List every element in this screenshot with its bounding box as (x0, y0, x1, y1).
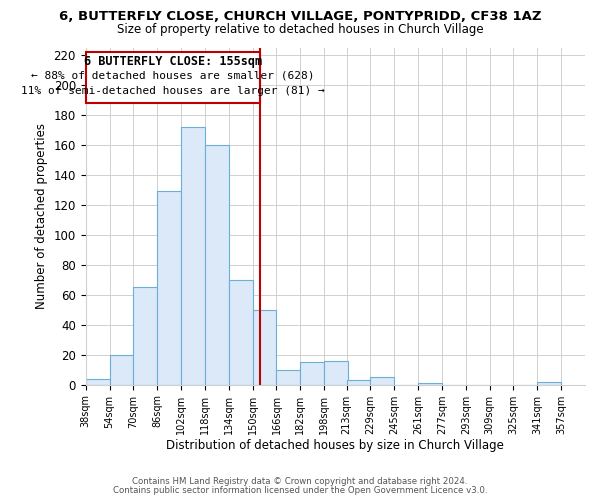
Text: Contains public sector information licensed under the Open Government Licence v3: Contains public sector information licen… (113, 486, 487, 495)
Bar (86, 378, 110, 384)
Text: 11% of semi-detached houses are larger (81) →: 11% of semi-detached houses are larger (… (21, 86, 325, 97)
Bar (301, 362, 324, 384)
Text: ← 88% of detached houses are smaller (628): ← 88% of detached houses are smaller (62… (31, 70, 314, 81)
Text: Contains HM Land Registry data © Crown copyright and database right 2024.: Contains HM Land Registry data © Crown c… (132, 477, 468, 486)
Text: 6, BUTTERFLY CLOSE, CHURCH VILLAGE, PONTYPRIDD, CF38 1AZ: 6, BUTTERFLY CLOSE, CHURCH VILLAGE, PONT… (59, 10, 541, 23)
Bar (347, 380, 370, 384)
Bar (110, 354, 133, 384)
FancyBboxPatch shape (86, 52, 260, 103)
X-axis label: Distribution of detached houses by size in Church Village: Distribution of detached houses by size … (166, 440, 504, 452)
Bar (229, 280, 253, 384)
Bar (181, 127, 205, 384)
Bar (324, 360, 348, 384)
Bar (538, 382, 561, 384)
Bar (205, 145, 229, 384)
Y-axis label: Number of detached properties: Number of detached properties (35, 123, 48, 309)
Bar (370, 377, 394, 384)
Bar (418, 383, 442, 384)
Bar (157, 192, 181, 384)
Bar (133, 288, 157, 384)
Text: Size of property relative to detached houses in Church Village: Size of property relative to detached ho… (116, 22, 484, 36)
Bar (277, 370, 301, 384)
Text: 6 BUTTERFLY CLOSE: 155sqm: 6 BUTTERFLY CLOSE: 155sqm (84, 55, 262, 68)
Bar (253, 310, 277, 384)
